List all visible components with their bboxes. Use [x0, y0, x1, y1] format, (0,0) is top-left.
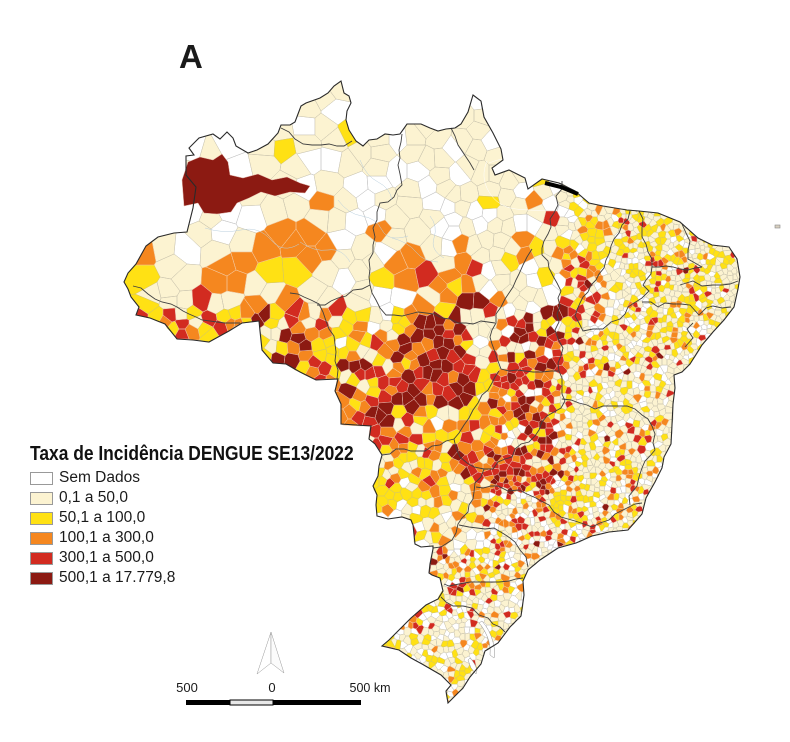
svg-text:500 km: 500 km: [350, 681, 391, 695]
svg-text:0: 0: [268, 680, 275, 695]
svg-text:500: 500: [176, 680, 198, 695]
